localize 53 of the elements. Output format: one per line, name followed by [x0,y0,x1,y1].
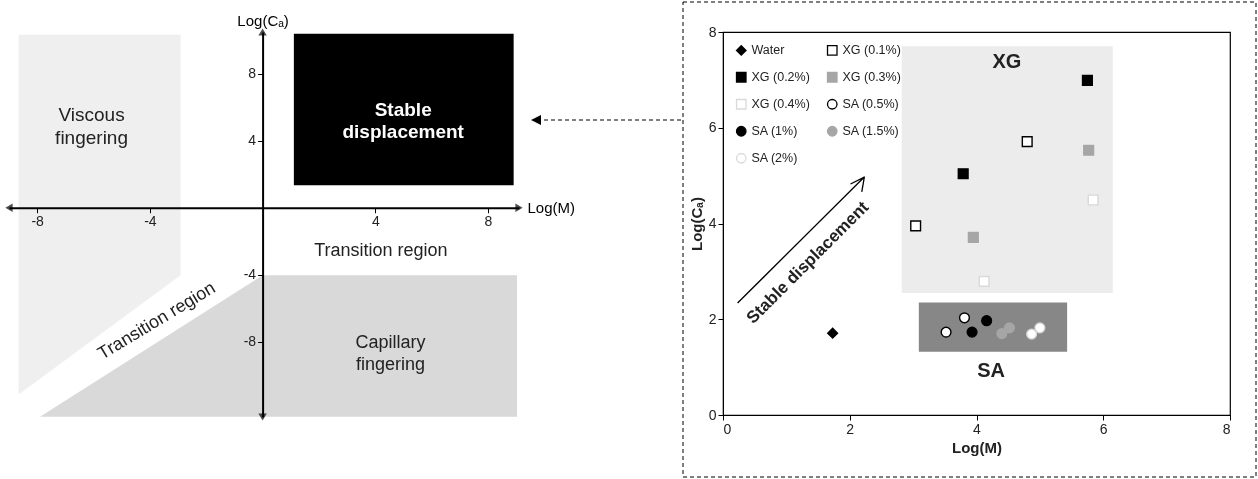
point [957,168,969,180]
point [1026,328,1038,340]
y-axis-title: Log(Cₐ) [687,197,705,251]
annotation: SA [977,358,1005,381]
point [967,231,979,243]
point [978,275,990,287]
point [1083,144,1095,156]
annotation: Stable displacement [342,98,465,143]
legend-label: XG (0.2%) [751,70,810,85]
annotation: Viscous fingering [55,103,128,148]
y-tick-label: -4 [243,266,257,283]
x-tick-label: 8 [1222,420,1231,437]
point [966,326,978,338]
x-tick-label: 4 [973,420,982,437]
legend-label: SA (1%) [751,124,798,139]
point [1081,74,1093,86]
x-tick-label: 0 [723,420,732,437]
x-axis-title: Log(M) [527,199,576,217]
x-tick-label: 2 [846,420,855,437]
point [940,326,952,338]
legend-label: XG (0.3%) [842,70,901,85]
point [827,327,839,339]
legend-label: SA (2%) [751,151,798,166]
x-tick-label: 6 [1099,420,1108,437]
y-axis-title: Log(Cₐ) [237,11,289,29]
x-tick-label: 8 [484,213,493,230]
x-tick-label: -8 [31,213,45,230]
y-tick-label: 2 [708,310,717,327]
legend-label: SA (1.5%) [842,124,899,139]
legend-label: XG (0.1%) [842,43,901,58]
x-tick-label: -4 [144,213,157,230]
point [958,312,971,324]
y-tick-label: 8 [248,65,257,82]
y-tick-label: -8 [243,333,257,350]
annotation: Transition region [314,239,448,260]
y-tick-label: 0 [708,406,717,423]
point [1087,194,1099,206]
point [981,315,993,327]
y-tick-label: 8 [708,23,717,40]
x-axis-title: Log(M) [952,438,1002,456]
point [1003,322,1016,334]
legend-label: Water [751,43,785,58]
legend-label: XG (0.4%) [751,97,810,112]
point [996,328,1008,340]
point [1034,322,1046,334]
y-tick-label: 6 [708,119,717,136]
legend-label: SA (0.5%) [842,97,899,112]
annotation: Capillary fingering [355,332,426,374]
annotation: XG [992,50,1022,73]
point [1021,136,1033,148]
point [910,220,922,232]
x-tick-label: 4 [371,213,380,230]
y-tick-label: 4 [248,132,257,149]
